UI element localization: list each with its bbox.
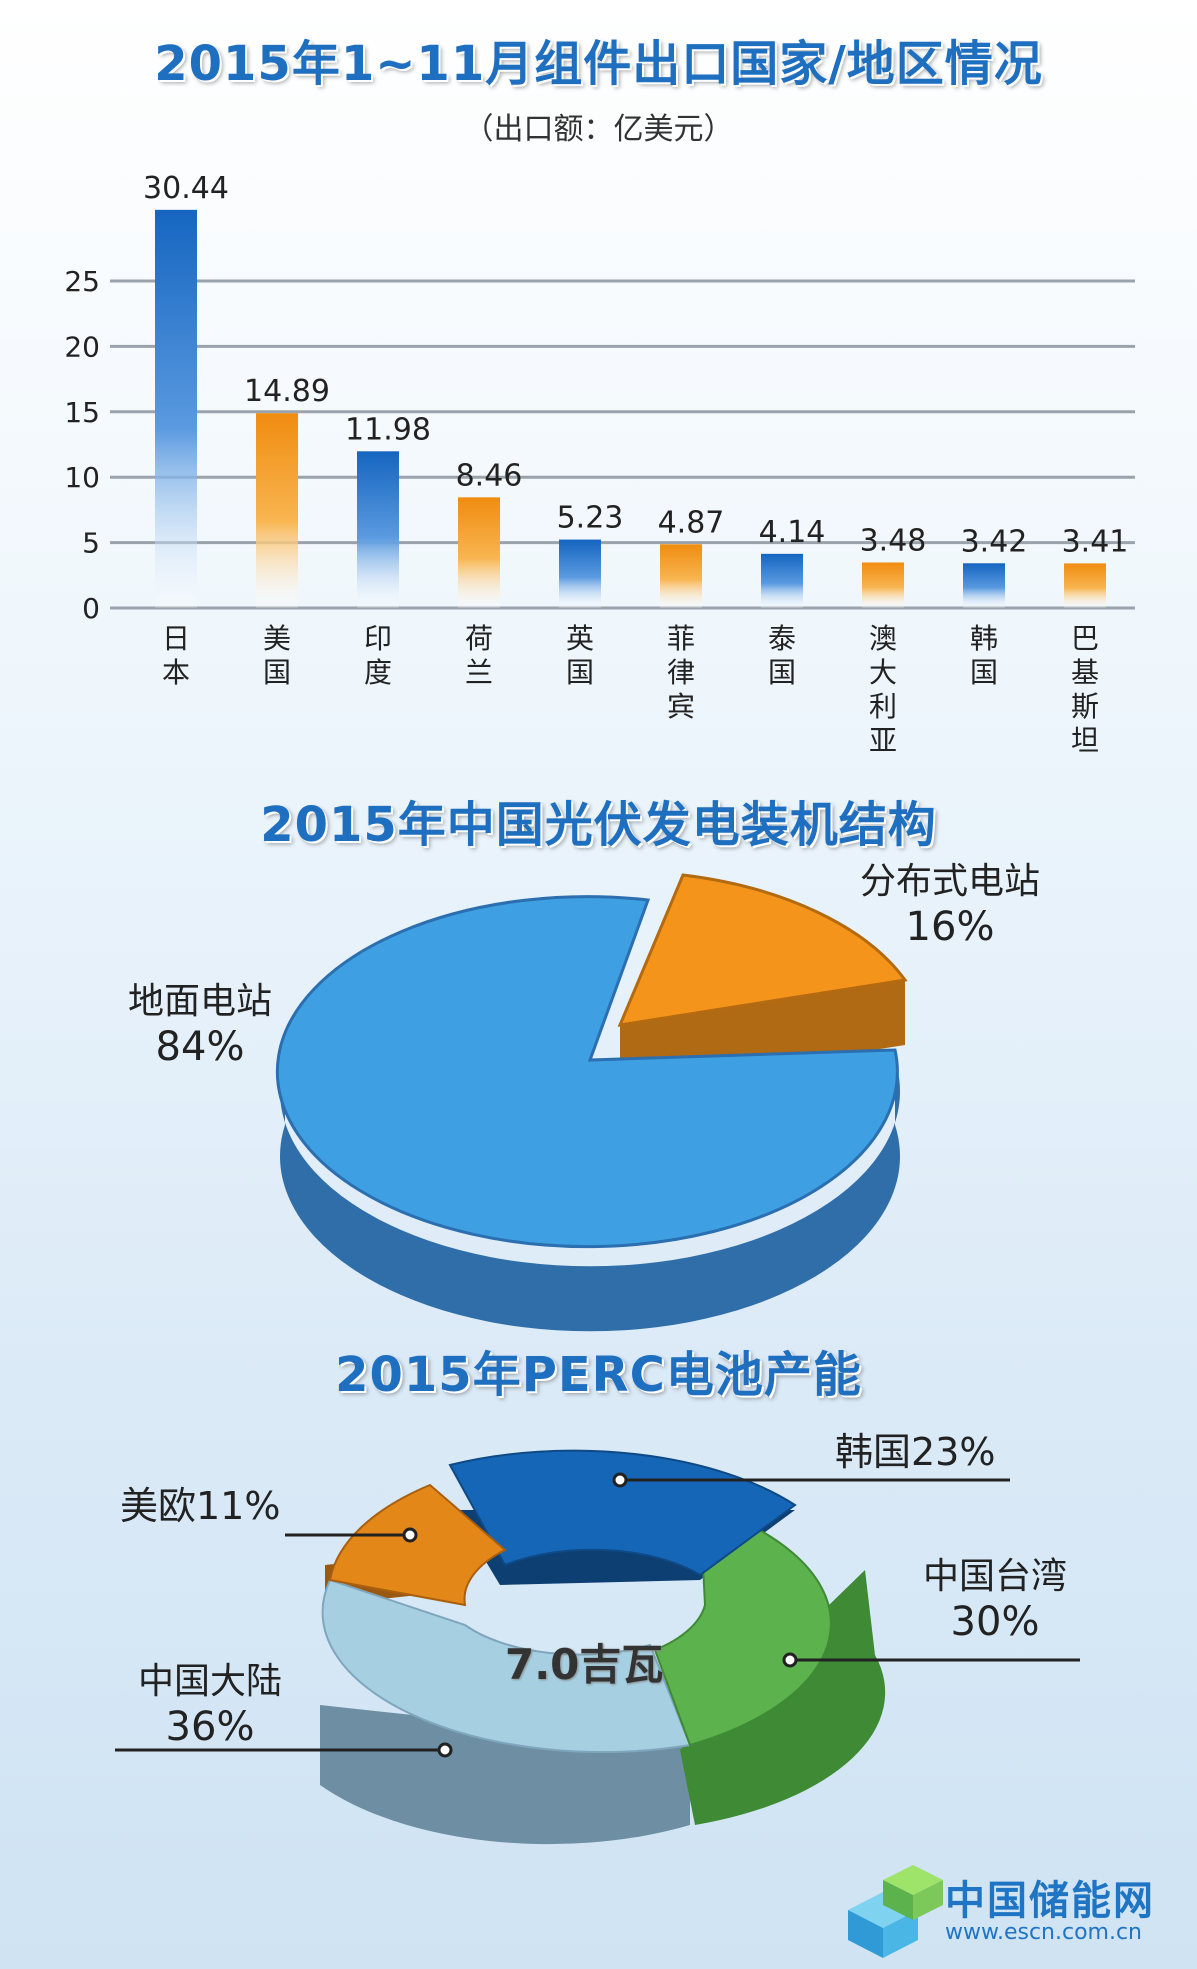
bar-2 — [357, 451, 399, 608]
donut-slice-korea — [448, 1449, 797, 1577]
pie-slice-distributed — [617, 873, 908, 1027]
bar-7 — [862, 562, 904, 608]
x-category-label: 度 — [364, 656, 392, 689]
donut-chart — [115, 1449, 1080, 1845]
bar-0 — [155, 209, 197, 609]
bar-6 — [761, 553, 803, 608]
bar-value-label: 4.87 — [658, 505, 725, 540]
x-category-label: 国 — [566, 656, 594, 689]
bar-9 — [1064, 563, 1106, 608]
donut-leader-dots — [402, 1472, 798, 1758]
pie-slice-ground-side — [280, 1060, 900, 1332]
pie-label-ground-pct: 84% — [155, 1024, 245, 1071]
y-tick-label: 20 — [64, 330, 100, 363]
x-category-label: 国 — [970, 656, 998, 689]
x-category-label: 利 — [869, 690, 897, 723]
x-category-label: 英 — [566, 622, 594, 655]
pie-label-ground: 地面电站 84% — [100, 980, 300, 1071]
bar-value-label: 3.42 — [961, 524, 1028, 559]
x-category-label: 荷 — [465, 622, 493, 655]
donut-slice-taiwan — [653, 1503, 832, 1747]
bar-value-label: 3.41 — [1062, 524, 1129, 559]
pie-chart-title: 2015年中国光伏发电装机结构 — [260, 797, 937, 853]
donut-label-taiwan-name: 中国台湾 — [922, 1556, 1067, 1597]
bar-chart-unit-note: （出口额：亿美元） — [463, 112, 734, 147]
donut-label-mainland-pct: 36% — [165, 1704, 255, 1751]
donut-label-korea: 韩国23% — [835, 1430, 996, 1474]
y-tick-label: 0 — [82, 592, 100, 625]
x-category-label: 坦 — [1071, 724, 1099, 757]
x-category-label: 大 — [869, 656, 897, 689]
x-category-label: 澳 — [869, 622, 897, 655]
x-category-label: 韩 — [970, 622, 998, 655]
x-category-label: 美 — [263, 622, 291, 655]
donut-label-mainland-name: 中国大陆 — [137, 1661, 282, 1702]
x-category-label: 日 — [162, 622, 190, 655]
bar-chart: 051015202530.44日本14.89美国11.98印度8.46荷兰5.2… — [64, 171, 1135, 757]
donut-label-euus: 美欧11% — [120, 1484, 281, 1528]
x-category-label: 基 — [1071, 656, 1099, 689]
pie-label-ground-name: 地面电站 — [127, 981, 272, 1022]
bar-3 — [458, 497, 500, 608]
x-category-label: 国 — [768, 656, 796, 689]
x-category-label: 本 — [162, 656, 190, 689]
y-tick-label: 25 — [64, 265, 100, 298]
donut-leader-lines — [115, 1478, 1080, 1752]
y-tick-label: 10 — [64, 461, 100, 494]
pie-label-distributed: 分布式电站 16% — [835, 860, 1065, 951]
donut-label-taiwan-pct: 30% — [950, 1599, 1040, 1646]
x-category-label: 泰 — [768, 622, 796, 655]
donut-center-label: 7.0吉瓦 — [505, 1640, 664, 1689]
x-category-label: 律 — [667, 656, 695, 689]
pie-slice-ground — [275, 895, 899, 1249]
x-category-label: 国 — [263, 656, 291, 689]
x-category-label: 兰 — [465, 656, 493, 689]
x-category-label: 斯 — [1071, 690, 1099, 723]
bar-value-label: 8.46 — [456, 458, 523, 493]
bar-value-label: 3.48 — [860, 523, 927, 558]
bar-value-label: 5.23 — [557, 501, 624, 536]
x-category-label: 宾 — [667, 690, 695, 723]
pie-label-distributed-name: 分布式电站 — [859, 861, 1040, 902]
bar-1 — [256, 413, 298, 608]
bar-value-label: 4.14 — [759, 515, 826, 550]
bar-value-label: 14.89 — [244, 374, 330, 409]
pie-label-distributed-pct: 16% — [905, 904, 995, 951]
site-logo-name: 中国储能网 — [945, 1877, 1155, 1924]
x-category-label: 菲 — [667, 622, 695, 655]
donut-label-taiwan: 中国台湾 30% — [900, 1555, 1090, 1646]
donut-label-mainland: 中国大陆 36% — [115, 1660, 305, 1751]
site-logo-icon — [848, 1865, 943, 1958]
x-category-label: 巴 — [1071, 622, 1099, 655]
bar-8 — [963, 563, 1005, 608]
y-tick-label: 5 — [82, 527, 100, 560]
donut-chart-title: 2015年PERC电池产能 — [335, 1347, 862, 1403]
x-category-label: 印 — [364, 622, 392, 655]
donut-slice-mainland — [321, 1578, 692, 1753]
bar-4 — [559, 539, 601, 608]
donut-slice-euus — [328, 1483, 507, 1607]
pie-chart — [275, 873, 908, 1332]
bar-value-label: 30.44 — [143, 171, 229, 206]
bar-value-label: 11.98 — [345, 412, 431, 447]
x-category-label: 亚 — [869, 724, 897, 757]
y-tick-label: 15 — [64, 396, 100, 429]
site-logo-url: www.escn.com.cn — [945, 1920, 1143, 1945]
bar-chart-title: 2015年1~11月组件出口国家/地区情况 — [154, 36, 1043, 92]
bar-5 — [660, 544, 702, 608]
